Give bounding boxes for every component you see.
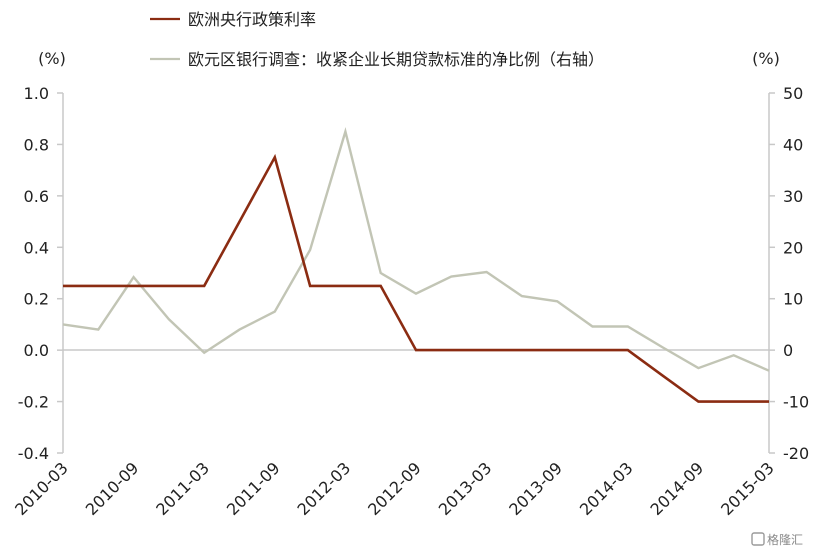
left-tick-label: -0.2 xyxy=(18,393,49,412)
right-tick-label: -10 xyxy=(783,393,809,412)
x-tick-label: 2010-09 xyxy=(82,458,143,519)
right-tick-label: 50 xyxy=(783,84,803,103)
right-tick-label: 40 xyxy=(783,135,803,154)
left-tick-label: 0.2 xyxy=(24,290,49,309)
right-axis-unit-label: (%) xyxy=(752,49,780,68)
right-tick-label: -20 xyxy=(783,444,809,463)
right-tick-label: 10 xyxy=(783,290,803,309)
x-tick-label: 2011-09 xyxy=(223,458,284,519)
watermark-logo-icon xyxy=(751,532,765,546)
right-axis-ticks: 50 40 30 20 10 0 -10 -20 xyxy=(769,84,809,463)
left-tick-label: -0.4 xyxy=(18,444,49,463)
x-tick-label: 2014-03 xyxy=(576,458,637,519)
legend-label-policy-rate: 欧洲央行政策利率 xyxy=(188,10,316,29)
left-axis-ticks: 1.0 0.8 0.6 0.4 0.2 0.0 -0.2 -0.4 xyxy=(18,84,63,463)
series-layer xyxy=(62,127,770,403)
x-tick-label: 2013-09 xyxy=(505,458,566,519)
left-tick-label: 0.4 xyxy=(24,238,49,257)
left-axis-unit-label: (%) xyxy=(38,49,66,68)
x-tick-label: 2014-09 xyxy=(647,458,708,519)
left-tick-label: 0.0 xyxy=(24,341,49,360)
x-tick-label: 2012-09 xyxy=(364,458,425,519)
series-line-lending-survey xyxy=(62,127,770,372)
legend: 欧洲央行政策利率 欧元区银行调查：收紧企业长期贷款标准的净比例（右轴） xyxy=(150,10,604,69)
left-tick-label: 1.0 xyxy=(24,84,49,103)
watermark: 格隆汇 xyxy=(751,532,803,547)
watermark-text: 格隆汇 xyxy=(767,532,803,547)
right-tick-label: 20 xyxy=(783,238,803,257)
left-tick-label: 0.6 xyxy=(24,187,49,206)
x-tick-label: 2010-03 xyxy=(11,458,72,519)
x-tick-label: 2015-03 xyxy=(717,458,778,519)
x-tick-label: 2013-03 xyxy=(435,458,496,519)
right-tick-label: 30 xyxy=(783,187,803,206)
legend-label-lending-survey: 欧元区银行调查：收紧企业长期贷款标准的净比例（右轴） xyxy=(188,50,604,69)
x-axis-ticks: 2010-03 2010-09 2011-03 2011-09 2012-03 2012-… xyxy=(11,458,778,519)
series-line-policy-rate xyxy=(63,153,769,403)
right-tick-label: 0 xyxy=(783,341,793,360)
left-tick-label: 0.8 xyxy=(24,135,49,154)
x-tick-label: 2012-03 xyxy=(294,458,355,519)
x-tick-label: 2011-03 xyxy=(152,458,213,519)
